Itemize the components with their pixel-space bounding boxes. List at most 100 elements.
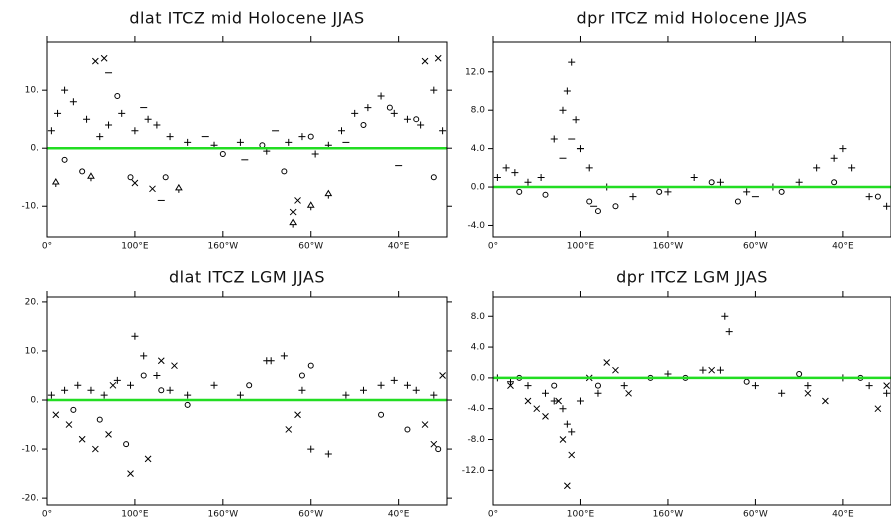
point bbox=[439, 372, 446, 379]
point bbox=[377, 381, 385, 389]
point bbox=[435, 446, 442, 453]
point bbox=[404, 426, 411, 433]
point bbox=[734, 198, 741, 205]
point bbox=[91, 445, 99, 453]
point bbox=[96, 416, 103, 423]
x-tick-label: 40°E bbox=[832, 242, 854, 252]
x-tick-label: 100°E bbox=[567, 242, 595, 252]
y-tick-label: -20. bbox=[21, 494, 39, 504]
point bbox=[883, 389, 891, 397]
point bbox=[568, 428, 576, 436]
point bbox=[795, 178, 803, 186]
point bbox=[507, 382, 514, 389]
plot-frame bbox=[46, 41, 448, 238]
point bbox=[721, 312, 729, 320]
y-tick-label: 0.0 bbox=[471, 183, 486, 193]
point bbox=[127, 174, 134, 181]
point bbox=[421, 57, 429, 65]
y-tick-label: -8.0 bbox=[467, 435, 485, 445]
y-tick-label: 4.0 bbox=[471, 144, 486, 154]
point bbox=[390, 109, 398, 117]
point bbox=[516, 188, 523, 195]
y-tick-label: 20. bbox=[25, 297, 39, 307]
x-tick-label: 60°W bbox=[743, 510, 768, 520]
point bbox=[364, 104, 372, 112]
point bbox=[131, 179, 139, 187]
point bbox=[629, 193, 637, 201]
point bbox=[417, 121, 425, 129]
point bbox=[524, 397, 532, 405]
point bbox=[883, 382, 890, 389]
point bbox=[555, 397, 562, 405]
point bbox=[612, 366, 619, 374]
point bbox=[171, 362, 178, 370]
point bbox=[822, 397, 829, 405]
point bbox=[716, 178, 724, 186]
point bbox=[874, 405, 882, 413]
x-tick-label: 0° bbox=[488, 242, 498, 252]
point bbox=[236, 138, 244, 146]
point bbox=[559, 106, 567, 114]
point bbox=[131, 332, 139, 340]
point bbox=[294, 411, 301, 419]
y-tick-label: -10. bbox=[21, 202, 39, 212]
point bbox=[594, 389, 602, 397]
point bbox=[100, 54, 108, 62]
point bbox=[551, 382, 558, 389]
y-tick-label: -4.0 bbox=[467, 404, 485, 414]
x-tick-label: 160°W bbox=[208, 242, 239, 252]
point bbox=[511, 169, 519, 177]
point bbox=[96, 133, 104, 141]
point bbox=[149, 185, 156, 193]
x-tick-label: 160°W bbox=[653, 242, 684, 252]
point bbox=[144, 115, 152, 123]
point bbox=[830, 154, 838, 162]
x-tick-label: 100°E bbox=[121, 510, 149, 520]
point bbox=[865, 193, 873, 201]
plot-frame bbox=[492, 296, 891, 506]
point bbox=[386, 104, 393, 111]
y-tick-label: -4.0 bbox=[467, 221, 485, 231]
point bbox=[430, 86, 438, 94]
point bbox=[378, 411, 385, 418]
point bbox=[716, 366, 724, 374]
point bbox=[127, 381, 135, 389]
point bbox=[87, 172, 95, 182]
point bbox=[236, 391, 244, 399]
point bbox=[778, 188, 785, 195]
point bbox=[594, 382, 601, 389]
panel-title: dpr ITCZ LGM JJAS bbox=[616, 268, 768, 287]
point bbox=[144, 455, 152, 463]
panel: dpr ITCZ LGM JJAS 0° 100°E 160°W 60°W 40°E -12… bbox=[462, 268, 891, 520]
point bbox=[664, 188, 672, 196]
point bbox=[360, 122, 367, 128]
point bbox=[153, 121, 161, 129]
point bbox=[493, 173, 501, 181]
y-tick-label: 0.0 bbox=[471, 373, 486, 383]
point bbox=[533, 405, 541, 413]
point bbox=[568, 451, 576, 459]
point bbox=[778, 389, 786, 397]
point bbox=[502, 164, 510, 172]
point bbox=[69, 98, 77, 106]
point bbox=[91, 57, 99, 65]
point bbox=[542, 413, 549, 420]
x-tick-label: 40°E bbox=[388, 510, 410, 520]
point bbox=[184, 401, 191, 408]
point bbox=[219, 151, 226, 157]
point bbox=[306, 201, 315, 211]
point bbox=[51, 178, 60, 188]
point bbox=[338, 127, 346, 135]
y-tick-label: 8.0 bbox=[471, 312, 486, 322]
point bbox=[439, 127, 447, 135]
point bbox=[289, 218, 298, 228]
point bbox=[307, 133, 314, 140]
point bbox=[403, 115, 411, 123]
point bbox=[131, 127, 139, 135]
point bbox=[289, 208, 297, 216]
point bbox=[210, 381, 218, 389]
point bbox=[52, 411, 60, 419]
point bbox=[298, 386, 306, 394]
point bbox=[537, 173, 545, 181]
